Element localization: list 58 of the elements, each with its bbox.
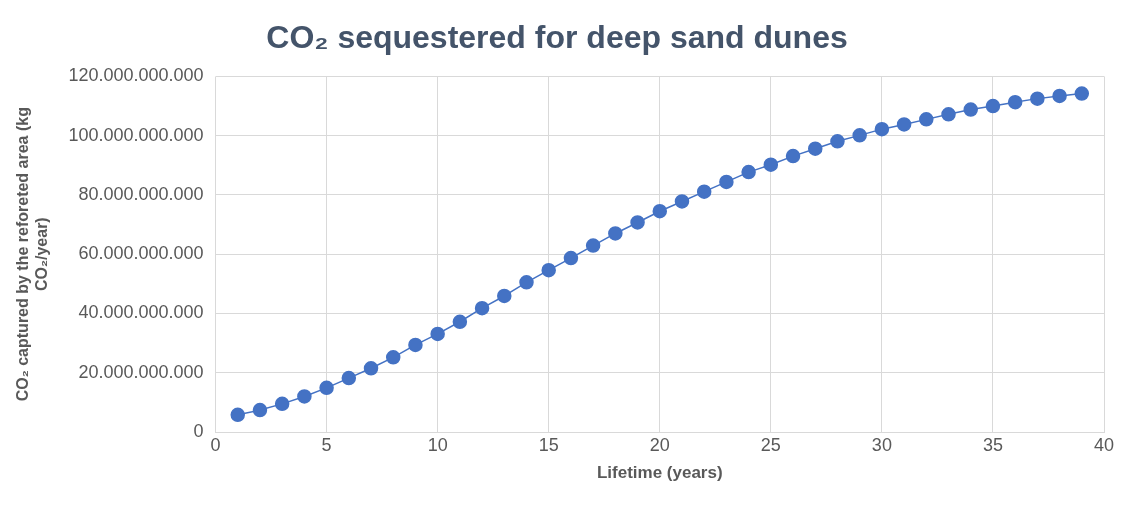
point: [385, 350, 401, 365]
point: [341, 370, 357, 386]
point: [852, 128, 867, 143]
point: [963, 102, 978, 117]
point: [941, 107, 956, 122]
point: [741, 164, 756, 180]
x-tick-label: 20: [649, 434, 670, 455]
point: [274, 396, 290, 412]
x-tick-label: 25: [760, 434, 781, 455]
point: [452, 314, 468, 330]
point: [563, 250, 579, 266]
point: [608, 226, 623, 241]
y-tick-label: 80.000.000.000: [78, 183, 204, 204]
y-tick-label: 40.000.000.000: [78, 302, 204, 323]
point: [985, 98, 1001, 114]
y-tick-label: 120.000.000.000: [68, 65, 204, 86]
point: [830, 134, 845, 149]
point: [763, 157, 779, 172]
point: [874, 121, 890, 137]
point: [252, 402, 268, 418]
x-tick-label: 10: [427, 434, 448, 455]
point: [785, 148, 801, 164]
y-tick-label: 100.000.000.000: [68, 124, 204, 145]
x-tick-label: 35: [982, 434, 1003, 455]
x-axis-title: Lifetime (years): [596, 463, 723, 483]
point: [919, 112, 934, 127]
point: [1074, 86, 1090, 101]
point: [474, 300, 490, 316]
point: [674, 194, 690, 209]
point: [408, 337, 423, 353]
point: [1052, 88, 1067, 104]
point: [230, 407, 245, 423]
x-tick-label: 30: [871, 434, 892, 455]
point: [363, 361, 379, 376]
point: [1030, 91, 1045, 106]
x-tick-label: 5: [321, 434, 332, 455]
point: [808, 141, 823, 156]
point: [430, 326, 445, 342]
y-tick-label: 60.000.000.000: [78, 243, 204, 264]
point: [585, 238, 601, 253]
point: [519, 275, 534, 290]
chart-title: CO₂ sequestered for deep sand dunes: [266, 19, 848, 56]
point: [297, 389, 312, 404]
y-tick-label: 0: [193, 420, 204, 441]
point: [630, 215, 645, 230]
point: [719, 174, 734, 190]
point: [497, 288, 512, 304]
x-tick-label: 40: [1093, 434, 1115, 455]
x-tick-label: 0: [210, 434, 221, 455]
y-axis-title: CO₂ captured by the reforeted area (kg CO₂/year): [14, 107, 51, 402]
point: [541, 262, 556, 278]
point: [1007, 94, 1023, 110]
point: [652, 203, 668, 219]
point: [319, 380, 334, 396]
x-tick-label: 15: [538, 434, 559, 455]
point: [896, 117, 912, 132]
y-tick-label: 20.000.000.000: [78, 361, 204, 382]
point: [696, 184, 712, 199]
